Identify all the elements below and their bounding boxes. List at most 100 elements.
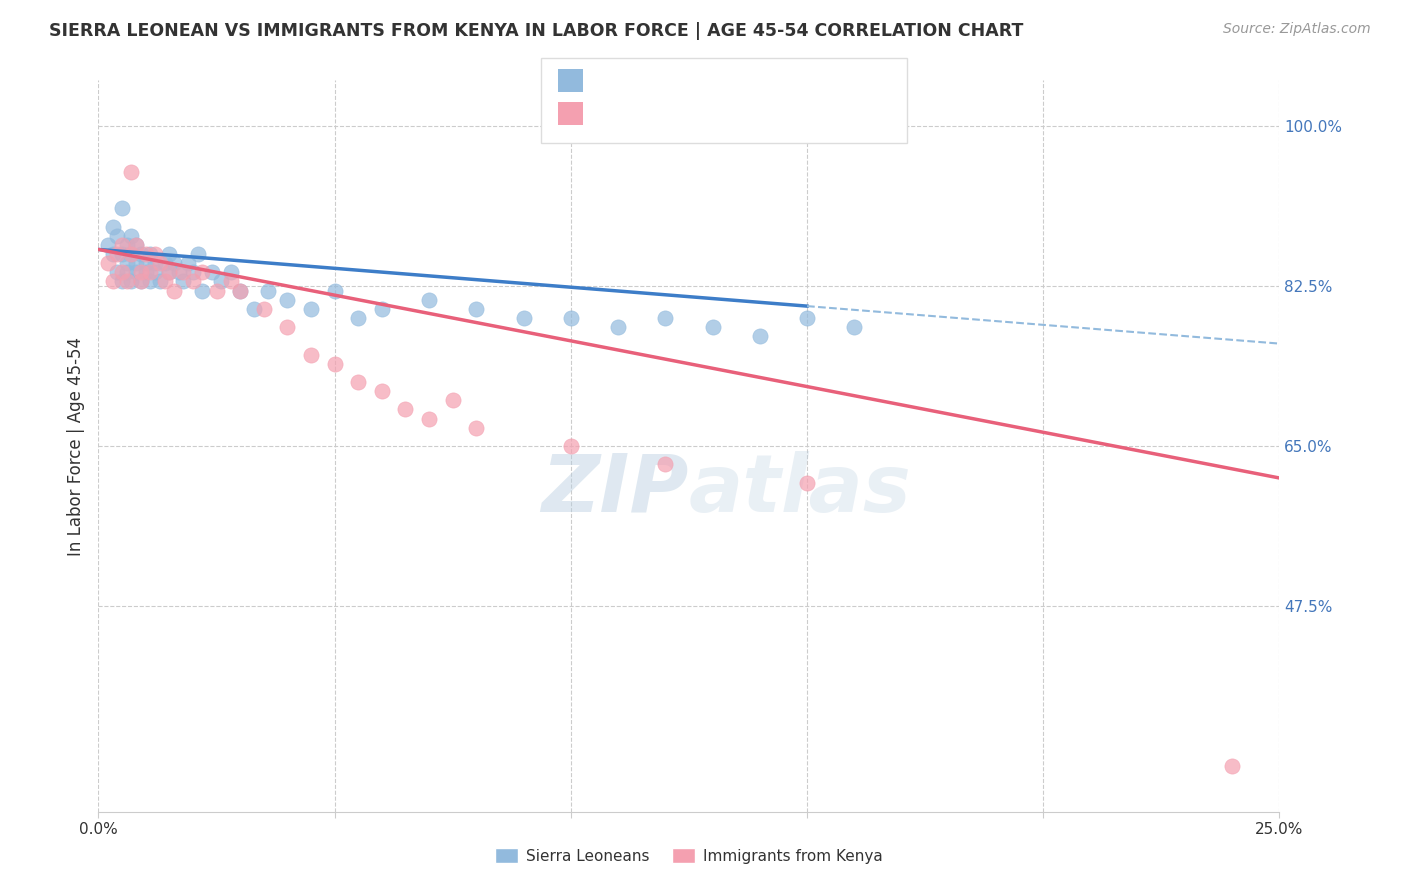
Legend: Sierra Leoneans, Immigrants from Kenya: Sierra Leoneans, Immigrants from Kenya	[489, 842, 889, 870]
Point	[105, 247, 128, 261]
Point	[441, 393, 464, 408]
Point	[219, 275, 242, 289]
Point	[135, 265, 157, 279]
Point	[654, 310, 676, 325]
Point	[560, 439, 582, 453]
Text: R =  -0.261   N = 57: R = -0.261 N = 57	[595, 71, 763, 89]
Point	[125, 238, 148, 252]
Point	[172, 275, 194, 289]
Point	[111, 201, 134, 215]
Point	[111, 265, 134, 279]
Point	[111, 247, 134, 261]
Point	[143, 256, 166, 270]
Point	[191, 284, 214, 298]
Point	[153, 256, 176, 270]
Point	[702, 320, 724, 334]
Point	[115, 238, 138, 252]
Point	[418, 293, 440, 307]
Point	[844, 320, 866, 334]
Text: SIERRA LEONEAN VS IMMIGRANTS FROM KENYA IN LABOR FORCE | AGE 45-54 CORRELATION C: SIERRA LEONEAN VS IMMIGRANTS FROM KENYA …	[49, 22, 1024, 40]
Point	[139, 265, 162, 279]
Point	[97, 256, 120, 270]
Point	[143, 265, 166, 279]
Point	[607, 320, 630, 334]
Point	[219, 265, 242, 279]
Point	[111, 238, 134, 252]
Point	[101, 219, 124, 234]
Point	[139, 275, 162, 289]
Point	[229, 284, 252, 298]
Point	[347, 310, 370, 325]
Point	[347, 375, 370, 389]
Point	[796, 475, 818, 490]
Point	[101, 275, 124, 289]
Point	[157, 265, 180, 279]
Point	[115, 275, 138, 289]
Point	[209, 275, 232, 289]
Point	[101, 247, 124, 261]
Point	[654, 458, 676, 472]
Point	[172, 265, 194, 279]
Point	[1220, 759, 1243, 773]
Point	[323, 357, 346, 371]
Point	[299, 301, 322, 316]
Point	[129, 275, 152, 289]
Point	[121, 247, 143, 261]
Point	[205, 284, 228, 298]
Point	[115, 265, 138, 279]
Point	[105, 228, 128, 243]
Point	[257, 284, 280, 298]
Point	[125, 256, 148, 270]
Point	[129, 247, 152, 261]
Point	[181, 275, 204, 289]
Point	[243, 301, 266, 316]
Text: ZIP: ZIP	[541, 450, 689, 529]
Point	[153, 275, 176, 289]
Text: Source: ZipAtlas.com: Source: ZipAtlas.com	[1223, 22, 1371, 37]
Y-axis label: In Labor Force | Age 45-54: In Labor Force | Age 45-54	[66, 336, 84, 556]
Point	[796, 310, 818, 325]
Point	[121, 228, 143, 243]
Point	[323, 284, 346, 298]
Point	[394, 402, 416, 417]
Point	[748, 329, 770, 343]
Point	[135, 256, 157, 270]
Point	[465, 301, 488, 316]
Text: R =  -0.390   N = 38: R = -0.390 N = 38	[595, 104, 763, 122]
Point	[97, 238, 120, 252]
Point	[276, 293, 298, 307]
Point	[121, 275, 143, 289]
Point	[135, 247, 157, 261]
Point	[115, 256, 138, 270]
Point	[157, 265, 180, 279]
Point	[129, 265, 152, 279]
Point	[167, 265, 190, 279]
Text: atlas: atlas	[689, 450, 911, 529]
Point	[276, 320, 298, 334]
Point	[111, 275, 134, 289]
Point	[187, 247, 209, 261]
Point	[465, 420, 488, 434]
Point	[149, 275, 172, 289]
Point	[157, 247, 180, 261]
Point	[125, 265, 148, 279]
Point	[191, 265, 214, 279]
Point	[125, 238, 148, 252]
Point	[121, 247, 143, 261]
Point	[229, 284, 252, 298]
Point	[371, 301, 394, 316]
Point	[121, 164, 143, 178]
Point	[560, 310, 582, 325]
Point	[177, 256, 200, 270]
Point	[149, 256, 172, 270]
Point	[512, 310, 534, 325]
Point	[163, 284, 186, 298]
Point	[418, 411, 440, 425]
Point	[299, 348, 322, 362]
Point	[143, 247, 166, 261]
Point	[181, 265, 204, 279]
Point	[105, 265, 128, 279]
Point	[139, 247, 162, 261]
Point	[371, 384, 394, 399]
Point	[129, 275, 152, 289]
